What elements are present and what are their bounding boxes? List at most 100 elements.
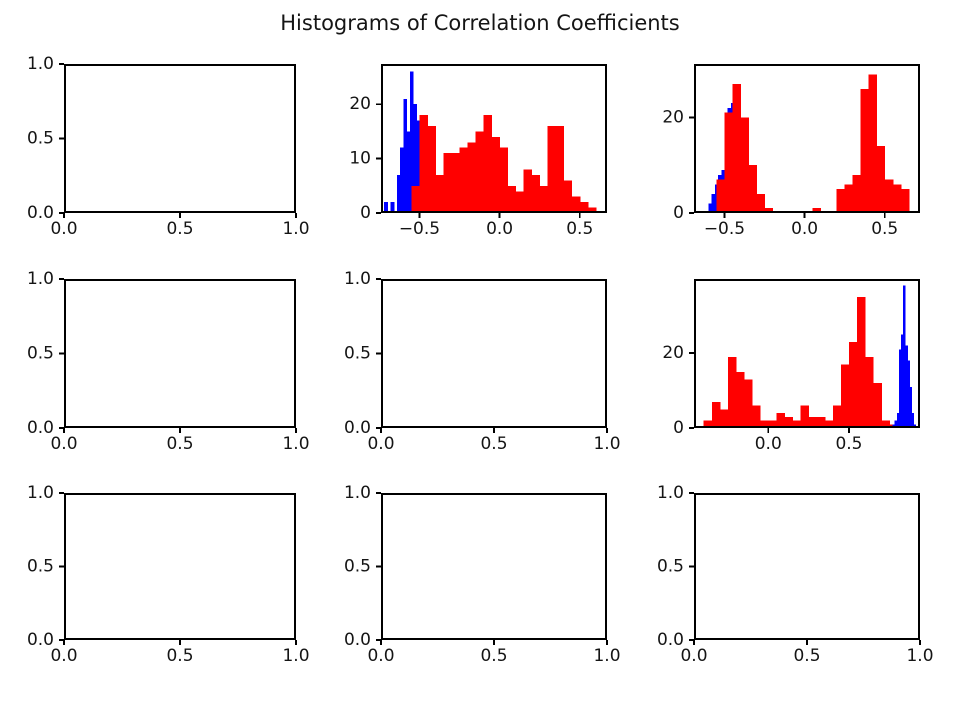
histogram-bar-blue: [708, 203, 713, 213]
histogram-bar-blue: [898, 349, 902, 428]
histogram-bar-blue: [406, 131, 411, 213]
histogram-bar-red: [865, 356, 874, 428]
histogram-bar-red: [539, 185, 549, 213]
histogram-bar-blue: [711, 193, 716, 213]
histogram-bar-red: [857, 296, 866, 428]
histogram-bar-red: [860, 88, 870, 213]
x-tick-label: 0.5: [566, 219, 593, 239]
y-tick-label: 0.0: [344, 630, 371, 650]
x-tick-label: 0.0: [367, 646, 394, 666]
y-tick-label: 0.0: [27, 203, 54, 223]
x-tick-label: 1.0: [906, 646, 933, 666]
histogram-bar-red: [435, 174, 445, 213]
subplot-2-1: 0.0 0.5 1.0 0.0 0.5 1.0: [344, 483, 621, 666]
y-tick-label: 0.5: [657, 557, 684, 577]
subplot-1-2: 0.0 0.5 0 20: [662, 279, 920, 454]
histogram-bar-red: [808, 416, 818, 428]
figure-title: Histograms of Correlation Coefficients: [280, 11, 680, 35]
x-tick-label: 0.5: [871, 219, 898, 239]
subplot-0-0: 0.0 0.5 1.0 0.0 0.5 1.0: [27, 54, 310, 239]
axes-canvas: 0.0 0.5 1.0 0.0 0.5 1.0: [344, 269, 621, 454]
y-tick-label: 20: [349, 94, 371, 114]
x-tick-label: −0.5: [704, 219, 745, 239]
histogram-bar-red: [756, 193, 766, 213]
y-tick-label: 0.5: [344, 344, 371, 364]
y-tick-label: 1.0: [344, 269, 371, 289]
x-tick-label: 1.0: [282, 646, 309, 666]
histogram-bar-blue: [907, 360, 910, 428]
x-tick-label: 0.0: [486, 219, 513, 239]
histogram-bar-red: [419, 115, 428, 213]
y-tick-label: 20: [662, 343, 684, 363]
histogram-bar-red: [443, 153, 453, 213]
x-tick-label: 1.0: [593, 646, 620, 666]
axes-frame: [694, 64, 920, 213]
subplot-0-2: −0.5 0.0 0.5 0 20: [662, 64, 920, 239]
axes-frame: [64, 64, 296, 213]
axes-canvas: 0.0 0.5 1.0 0.0 0.5 1.0: [657, 483, 934, 666]
histogram-bar-red: [724, 112, 733, 213]
histogram-bar-blue: [900, 334, 904, 428]
x-tick-label: 0.0: [367, 434, 394, 454]
histogram-bar-blue: [397, 174, 401, 213]
histogram-bar-red: [507, 185, 517, 213]
x-tick-label: 0.5: [166, 646, 193, 666]
y-tick-label: 0.0: [27, 418, 54, 438]
histogram-bar-red: [852, 174, 862, 213]
histogram-bar-red: [703, 420, 713, 428]
histogram-bar-red: [844, 184, 854, 213]
axes-frame: [64, 493, 296, 640]
y-tick-label: 0: [673, 418, 684, 438]
histogram-bar-red: [873, 383, 882, 428]
histogram-bar-red: [812, 208, 822, 213]
histogram-bar-red: [848, 341, 858, 428]
x-tick-label: 0.0: [755, 434, 782, 454]
histogram-bar-red: [792, 420, 802, 428]
y-tick-label: 1.0: [27, 483, 54, 503]
x-tick-label: 0.5: [793, 646, 820, 666]
histogram-bar-red: [547, 125, 557, 213]
histogram-bar-red: [764, 208, 774, 213]
x-tick-label: 0.5: [166, 434, 193, 454]
histogram-bar-blue: [384, 202, 388, 213]
histogram-bar-red: [836, 189, 846, 213]
histogram-bar-red: [427, 125, 436, 213]
histogram-bar-red: [776, 413, 785, 428]
y-tick-label: 0.5: [27, 557, 54, 577]
histogram-bar-red: [459, 147, 469, 213]
axes-canvas: 0.0 0.5 1.0 0.0 0.5 1.0: [27, 269, 310, 454]
histogram-bar-blue: [909, 386, 912, 428]
y-tick-label: 0.0: [657, 630, 684, 650]
histogram-bar-red: [491, 136, 501, 213]
x-tick-label: 0.0: [50, 646, 77, 666]
histogram-bar-red: [832, 405, 842, 428]
histogram-bar-red: [719, 409, 729, 428]
y-tick-label: 0.5: [27, 129, 54, 149]
histogram-bar-blue: [894, 420, 898, 428]
x-tick-label: 1.0: [282, 219, 309, 239]
axes-frame: [381, 279, 607, 428]
y-tick-label: 20: [662, 107, 684, 127]
histogram-bar-red: [571, 196, 581, 213]
histogram-bar-red: [752, 405, 761, 428]
y-tick-label: 0: [673, 203, 684, 223]
histogram-bar-red: [579, 202, 589, 213]
histogram-bar-red: [824, 420, 834, 428]
histogram-bar-blue: [416, 120, 420, 213]
histogram-bar-red: [716, 179, 725, 213]
histogram-bar-red: [868, 74, 878, 213]
histogram-bar-red: [531, 174, 541, 213]
x-tick-label: 0.0: [791, 219, 818, 239]
histogram-bar-red: [587, 207, 597, 213]
axes-canvas: 0.0 0.5 1.0 0.0 0.5 1.0: [344, 483, 621, 666]
histogram-bar-blue: [911, 413, 915, 428]
histogram-bar-red: [760, 420, 769, 428]
histogram-bar-red: [816, 416, 826, 428]
histogram-bar-red: [711, 401, 721, 428]
y-tick-label: 1.0: [657, 483, 684, 503]
histogram-bar-blue: [413, 104, 417, 213]
histogram-bar-red: [555, 125, 565, 213]
histogram-bar-blue: [403, 98, 408, 213]
x-tick-label: 0.0: [50, 219, 77, 239]
subplot-2-2: 0.0 0.5 1.0 0.0 0.5 1.0: [657, 483, 934, 666]
